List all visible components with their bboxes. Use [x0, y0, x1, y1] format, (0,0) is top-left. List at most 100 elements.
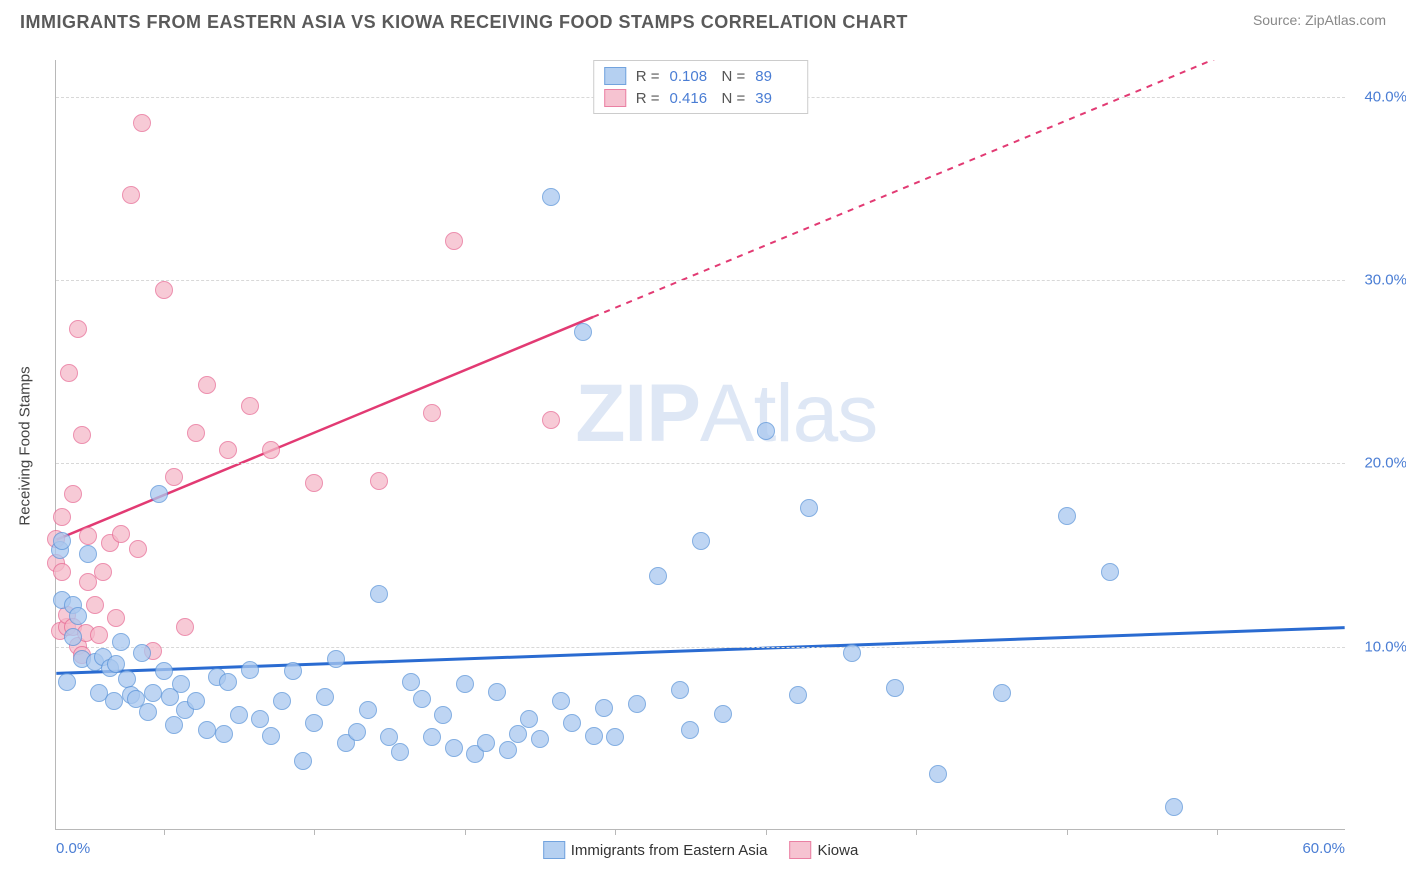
data-point-a [423, 728, 441, 746]
data-point-a [789, 686, 807, 704]
data-point-a [79, 545, 97, 563]
data-point-b [305, 474, 323, 492]
data-point-b [86, 596, 104, 614]
chart-header: IMMIGRANTS FROM EASTERN ASIA VS KIOWA RE… [0, 0, 1406, 41]
data-point-a [993, 684, 1011, 702]
data-point-a [649, 567, 667, 585]
data-point-a [294, 752, 312, 770]
x-tick [465, 829, 466, 835]
data-point-a [118, 670, 136, 688]
data-point-a [230, 706, 248, 724]
data-point-a [681, 721, 699, 739]
swatch-series-a-bottom [543, 841, 565, 859]
data-point-a [402, 673, 420, 691]
data-point-a [391, 743, 409, 761]
data-point-a [165, 716, 183, 734]
data-point-a [112, 633, 130, 651]
data-point-a [64, 628, 82, 646]
y-tick-label: 10.0% [1364, 638, 1406, 655]
data-point-a [144, 684, 162, 702]
data-point-b [198, 376, 216, 394]
data-point-b [53, 508, 71, 526]
data-point-b [94, 563, 112, 581]
data-point-b [542, 411, 560, 429]
n-label: N = [722, 68, 746, 85]
data-point-a [520, 710, 538, 728]
x-tick [1217, 829, 1218, 835]
data-point-a [241, 661, 259, 679]
r-value-a: 0.108 [670, 68, 712, 85]
data-point-a [714, 705, 732, 723]
data-point-a [456, 675, 474, 693]
data-point-a [69, 607, 87, 625]
data-point-a [585, 727, 603, 745]
x-tick [766, 829, 767, 835]
data-point-b [112, 525, 130, 543]
data-point-a [574, 323, 592, 341]
data-point-b [64, 485, 82, 503]
series-legend: Immigrants from Eastern Asia Kiowa [543, 841, 859, 859]
data-point-b [155, 281, 173, 299]
legend-row-series-a: R = 0.108 N = 89 [604, 65, 798, 87]
data-point-b [370, 472, 388, 490]
watermark-zip: ZIP [575, 368, 700, 459]
chart-title: IMMIGRANTS FROM EASTERN ASIA VS KIOWA RE… [20, 12, 908, 33]
data-point-b [90, 626, 108, 644]
data-point-b [60, 364, 78, 382]
data-point-a [488, 683, 506, 701]
data-point-a [509, 725, 527, 743]
data-point-b [69, 320, 87, 338]
data-point-a [251, 710, 269, 728]
data-point-a [671, 681, 689, 699]
data-point-b [176, 618, 194, 636]
data-point-a [348, 723, 366, 741]
data-point-a [886, 679, 904, 697]
correlation-legend: R = 0.108 N = 89 R = 0.416 N = 39 [593, 60, 809, 114]
data-point-b [122, 186, 140, 204]
data-point-a [370, 585, 388, 603]
data-point-a [359, 701, 377, 719]
data-point-a [198, 721, 216, 739]
data-point-a [53, 532, 71, 550]
data-point-b [241, 397, 259, 415]
data-point-a [1058, 507, 1076, 525]
r-value-b: 0.416 [670, 90, 712, 107]
x-axis-min-label: 0.0% [56, 840, 90, 857]
series-b-name: Kiowa [817, 842, 858, 859]
source-label: Source: [1253, 12, 1301, 28]
data-point-a [316, 688, 334, 706]
data-point-a [499, 741, 517, 759]
data-point-a [262, 727, 280, 745]
data-point-a [843, 644, 861, 662]
x-tick [916, 829, 917, 835]
source-attribution: Source: ZipAtlas.com [1253, 12, 1386, 28]
data-point-a [563, 714, 581, 732]
data-point-b [262, 441, 280, 459]
data-point-b [133, 114, 151, 132]
data-point-a [172, 675, 190, 693]
data-point-b [187, 424, 205, 442]
y-tick-label: 40.0% [1364, 88, 1406, 105]
data-point-b [165, 468, 183, 486]
n-label: N = [722, 90, 746, 107]
n-value-b: 39 [755, 90, 797, 107]
data-point-a [1101, 563, 1119, 581]
watermark-text: ZIPAtlas [575, 367, 877, 461]
data-point-a [305, 714, 323, 732]
y-tick-label: 30.0% [1364, 272, 1406, 289]
data-point-b [107, 609, 125, 627]
data-point-a [800, 499, 818, 517]
swatch-series-b [604, 89, 626, 107]
y-axis-title: Receiving Food Stamps [17, 366, 34, 525]
regression-line [56, 317, 593, 540]
data-point-a [929, 765, 947, 783]
source-name: ZipAtlas.com [1305, 12, 1386, 28]
x-axis-max-label: 60.0% [1302, 840, 1345, 857]
r-label: R = [636, 90, 660, 107]
gridline [56, 647, 1345, 648]
watermark-atlas: Atlas [700, 368, 877, 459]
data-point-a [139, 703, 157, 721]
data-point-b [79, 527, 97, 545]
data-point-a [477, 734, 495, 752]
data-point-a [434, 706, 452, 724]
